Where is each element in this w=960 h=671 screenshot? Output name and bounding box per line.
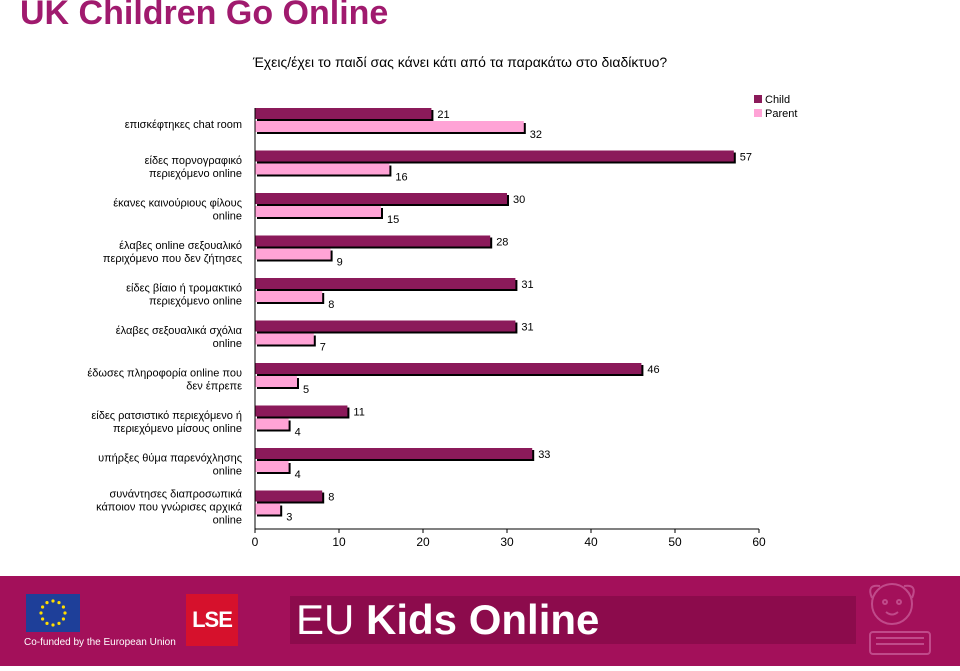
category-label: συνάντησες διαπροσωπικά <box>109 489 242 501</box>
bar-child <box>255 278 516 289</box>
x-tick-label: 20 <box>416 535 430 549</box>
category-label: περιεχόμενο μίσους online <box>113 423 242 435</box>
legend-label-parent: Parent <box>765 108 797 120</box>
brand-title-bold: Kids Online <box>366 596 600 643</box>
bar-child <box>255 150 734 162</box>
category-label: έδωσες πληροφορία online που <box>87 368 242 380</box>
bar-chart: επισκέφτηκες chat room 21 32 είδες πορνογρα… <box>87 94 797 549</box>
bar-parent <box>255 333 314 345</box>
data-label-parent: 7 <box>320 342 326 354</box>
bar-parent <box>255 248 331 260</box>
data-label-child: 31 <box>521 322 533 334</box>
x-tick-label: 40 <box>584 535 598 549</box>
bar-child <box>255 320 516 332</box>
x-tick-label: 50 <box>668 535 682 549</box>
category-label: δεν έπρεπε <box>186 381 242 393</box>
bar-parent <box>255 121 524 132</box>
data-label-child: 30 <box>513 194 525 206</box>
chart-subtitle: Έχεις/έχει το παιδί σας κάνει κάτι από τ… <box>252 54 668 70</box>
bar-parent <box>255 291 323 302</box>
category-label: online <box>213 466 242 478</box>
data-label-parent: 4 <box>295 469 301 481</box>
data-label-parent: 9 <box>337 257 343 269</box>
data-label-child: 33 <box>538 449 550 461</box>
x-tick-label: 10 <box>332 535 346 549</box>
bar-parent <box>255 418 289 430</box>
category-label: online <box>213 338 242 350</box>
category-label: έκανες καινούριους φίλους <box>113 198 242 210</box>
bar-child <box>255 490 323 502</box>
bar-child <box>255 235 491 247</box>
data-label-parent: 15 <box>387 214 399 226</box>
data-label-child: 31 <box>521 279 533 291</box>
data-label-child: 28 <box>496 237 508 249</box>
eu-caption: Co-funded by the European Union <box>24 637 176 648</box>
data-label-child: 8 <box>328 492 334 504</box>
bar-parent <box>255 503 281 515</box>
data-label-child: 11 <box>353 407 364 419</box>
bar-parent <box>255 206 381 217</box>
category-label: περιεχόμενο online <box>149 168 242 180</box>
category-label: επισκέφτηκες chat room <box>125 119 242 131</box>
category-label: έλαβες online σεξουαλικό <box>119 240 242 252</box>
legend-swatch-child <box>754 95 762 103</box>
brand-title-light: EU <box>296 596 367 643</box>
category-label: online <box>213 211 242 223</box>
eu-flag-icon <box>26 594 80 632</box>
footer-banner: Co-funded by the European Union LSE EU K… <box>0 576 960 666</box>
category-label: περιεχόμενο online <box>149 296 242 308</box>
category-label: είδες πορνογραφικό <box>145 155 242 167</box>
category-label: περιχόμενο που δεν ζήτησες <box>103 253 242 265</box>
x-tick-label: 0 <box>252 535 259 549</box>
category-label: είδες ρατσιστικό περιεχόμενο ή <box>91 410 242 422</box>
category-label: online <box>213 515 242 527</box>
page-title: UK Children Go Online <box>20 0 389 32</box>
data-label-child: 46 <box>647 364 659 376</box>
bar-child <box>255 193 507 204</box>
x-tick-label: 30 <box>500 535 514 549</box>
lse-logo: LSE <box>186 594 238 646</box>
brand-title: EU Kids Online <box>290 596 856 644</box>
bar-parent <box>255 461 289 472</box>
legend-swatch-parent <box>754 109 762 117</box>
data-label-parent: 16 <box>395 172 407 184</box>
bar-child <box>255 363 642 374</box>
data-label-parent: 8 <box>328 299 334 311</box>
x-tick-label: 60 <box>752 535 766 549</box>
data-label-parent: 5 <box>303 384 309 396</box>
category-label: υπήρξες θύμα παρενόχλησης <box>98 453 242 465</box>
bar-parent <box>255 376 297 387</box>
bar-child <box>255 448 533 459</box>
category-label: έλαβες σεξουαλικά σχόλια <box>116 325 243 337</box>
bar-child <box>255 108 432 119</box>
data-label-parent: 32 <box>530 129 542 141</box>
data-label-parent: 4 <box>295 427 301 439</box>
category-label: κάποιον που γνώρισες αρχικά <box>96 502 243 514</box>
category-label: είδες βίαιο ή τρομακτικό <box>126 283 242 295</box>
bar-child <box>255 405 348 417</box>
data-label-child: 21 <box>437 109 449 121</box>
child-drawing-icon <box>850 576 960 666</box>
bar-parent <box>255 163 390 175</box>
data-label-child: 57 <box>740 152 752 164</box>
data-label-parent: 3 <box>286 512 292 524</box>
legend-label-child: Child <box>765 94 790 106</box>
